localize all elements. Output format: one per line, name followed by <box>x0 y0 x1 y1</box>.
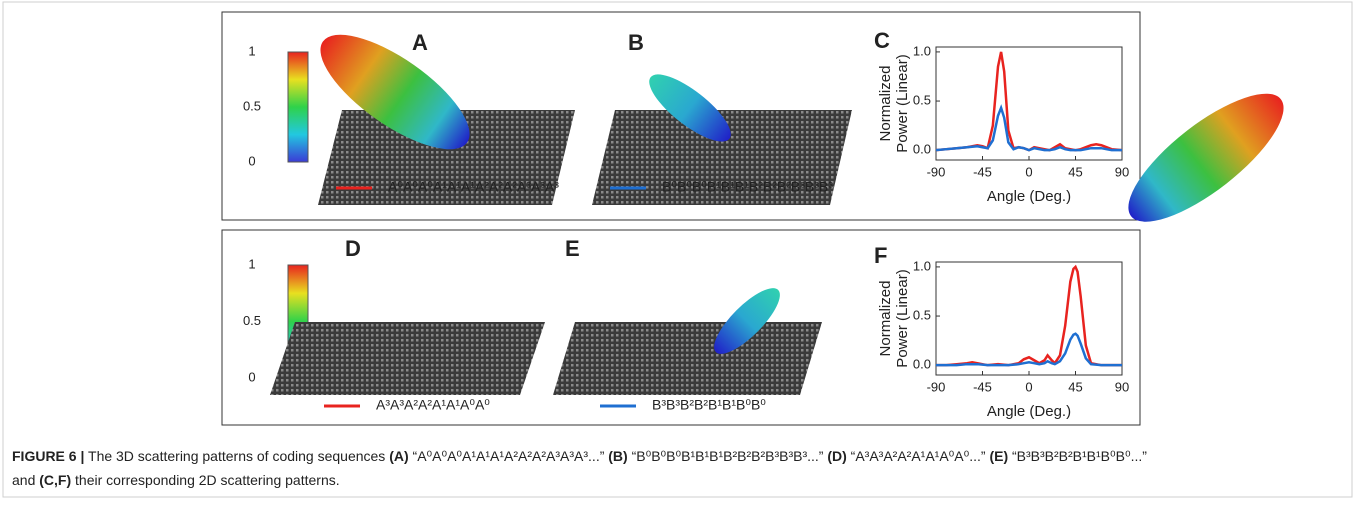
y-tick-label: 0.0 <box>913 142 931 157</box>
caption-text: “B⁰B⁰B⁰B¹B¹B¹B²B²B²B³B³B³...” <box>627 448 828 464</box>
line-series <box>935 104 1122 152</box>
x-axis-label: Angle (Deg.) <box>987 188 1071 205</box>
caption-text: “B³B³B²B²B¹B¹B⁰B⁰...” and <box>12 448 1151 488</box>
caption-text: “A⁰A⁰A⁰A¹A¹A¹A²A²A²A³A³A³...” <box>408 448 609 464</box>
y-axis-label: Power (Linear) <box>894 269 911 367</box>
caption-text: their corresponding 2D scattering patter… <box>71 472 340 488</box>
caption-text: (C,F) <box>39 472 72 488</box>
metasurface <box>318 110 575 205</box>
colorbar-tick-label: 0.5 <box>243 313 261 328</box>
line-series <box>936 332 1122 367</box>
colorbar-tick-label: 0.5 <box>243 98 261 113</box>
colorbar-tick-label: 1 <box>248 43 255 58</box>
colorbar <box>287 51 309 163</box>
panel-label: C <box>874 28 890 53</box>
caption-text: (D) <box>827 448 847 464</box>
legend-label: B³B³B²B²B¹B¹B⁰B⁰ <box>652 397 766 413</box>
metasurface <box>553 322 822 395</box>
pattern-3d <box>714 288 780 354</box>
x-tick-label: 90 <box>1115 164 1129 179</box>
row-1: A B <box>221 11 1141 221</box>
caption-text: “A³A³A²A²A¹A¹A⁰A⁰...” <box>846 448 990 464</box>
x-tick-label: 45 <box>1068 379 1082 394</box>
line-series <box>935 51 1123 152</box>
line-series <box>936 264 1122 367</box>
legend-label: B⁰B⁰B⁰B¹B¹B¹B²B²B²B³B³B³ <box>662 179 833 195</box>
y-axis-label: Power (Linear) <box>894 54 911 152</box>
pattern-3d <box>320 34 470 150</box>
caption: FIGURE 6 | The 3D scattering patterns of… <box>12 444 1162 492</box>
colorbar-tick-label: 0 <box>248 369 255 384</box>
caption-text: The 3D scattering patterns of coding seq… <box>84 448 390 464</box>
x-tick-label: 90 <box>1115 379 1129 394</box>
metasurface <box>592 110 852 205</box>
caption-text: (E) <box>989 448 1009 464</box>
plot-frame <box>935 46 1123 161</box>
x-axis-label: Angle (Deg.) <box>987 403 1071 420</box>
y-axis-label: Normalized <box>877 281 894 357</box>
metasurface <box>270 322 545 395</box>
x-tick-label: -90 <box>927 164 946 179</box>
panel-label: F <box>874 243 887 268</box>
panel-box <box>221 11 1141 221</box>
caption-text: FIGURE 6 | <box>12 448 85 464</box>
caption-text: (B) <box>608 448 628 464</box>
x-tick-label: -45 <box>973 164 992 179</box>
y-tick-label: 1.0 <box>913 43 931 58</box>
panel-label: A <box>412 30 428 55</box>
row-2: D E <box>221 93 1284 426</box>
x-tick-label: -45 <box>973 379 992 394</box>
outer-frame <box>2 1 1353 498</box>
pattern-3d <box>649 74 731 142</box>
colorbar-tick-label: 0 <box>248 153 255 168</box>
y-axis-label: Normalized <box>877 66 894 142</box>
panel-label: B <box>628 30 644 55</box>
panel-label: D <box>345 236 361 261</box>
legend-label: A⁰A⁰A⁰A¹A¹A¹A²A²A²A³A³A³ <box>388 179 559 195</box>
y-tick-label: 0.0 <box>913 357 931 372</box>
y-tick-label: 0.5 <box>913 92 931 107</box>
x-tick-label: 0 <box>1025 379 1032 394</box>
panel-label: E <box>565 236 580 261</box>
y-tick-label: 1.0 <box>913 258 931 273</box>
x-tick-label: 0 <box>1025 164 1032 179</box>
panel-box <box>221 229 1141 426</box>
colorbar-tick-label: 1 <box>248 256 255 271</box>
x-tick-label: 45 <box>1068 164 1082 179</box>
pattern-3d <box>1128 93 1284 222</box>
x-tick-label: -90 <box>927 379 946 394</box>
legend-label: A³A³A²A²A¹A¹A⁰A⁰ <box>376 397 490 413</box>
caption-text: (A) <box>389 448 409 464</box>
y-tick-label: 0.5 <box>913 307 931 322</box>
